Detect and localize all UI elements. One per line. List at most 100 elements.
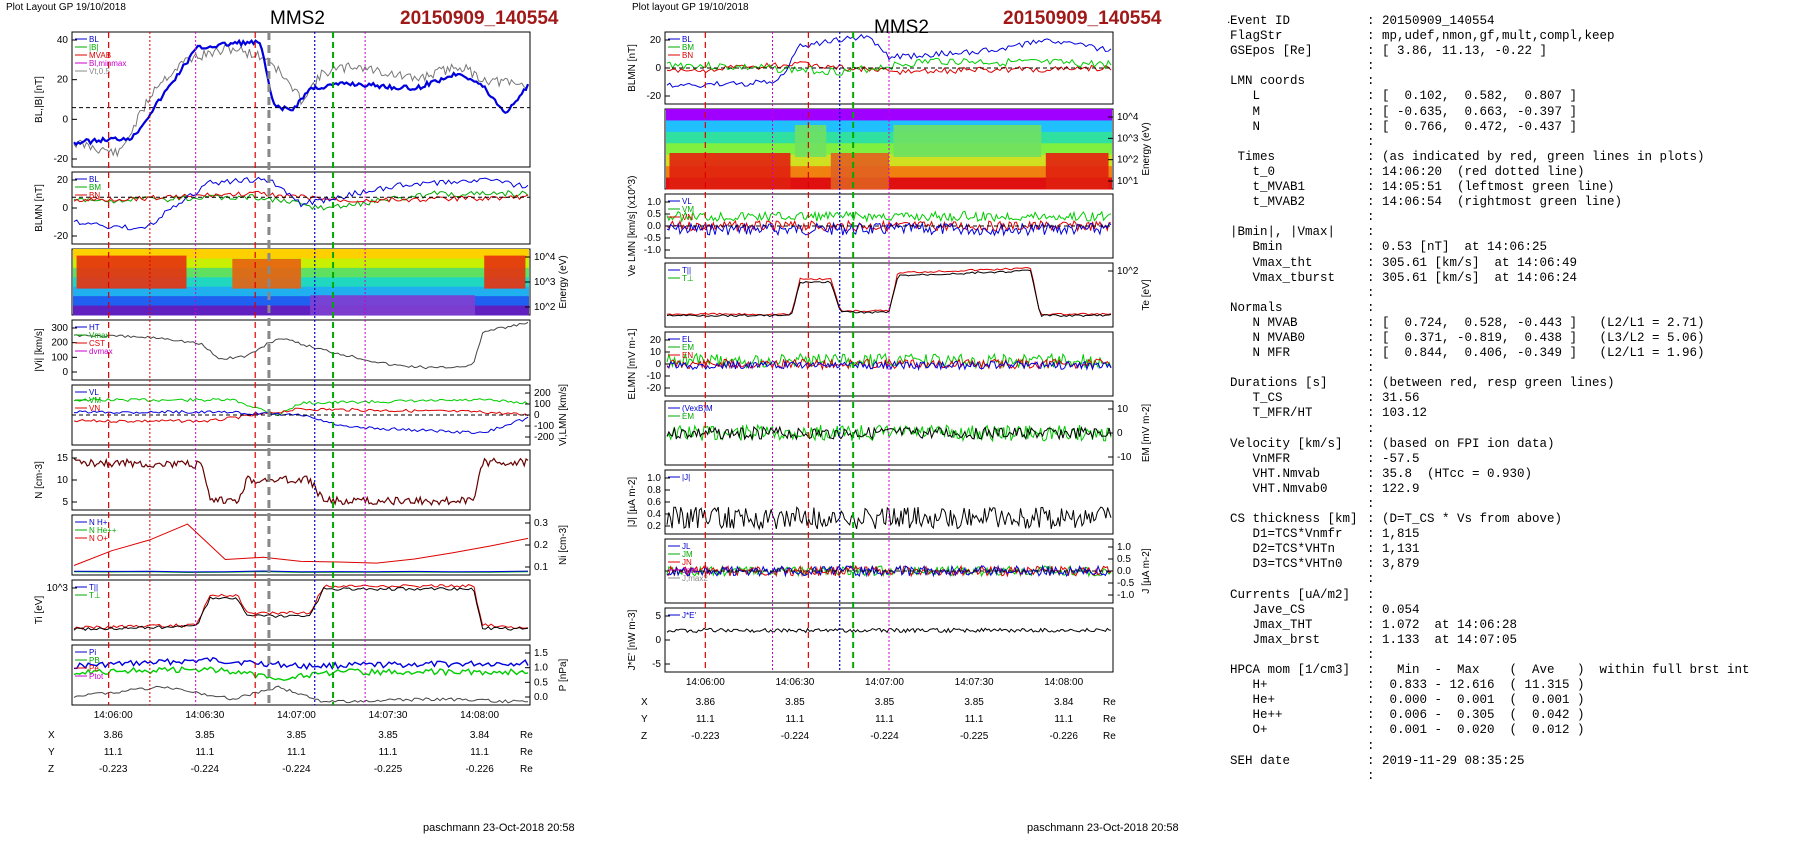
y-tick-label: 0 [655, 63, 661, 74]
position-value: 11.1 [1054, 714, 1073, 725]
middle-event-id: 20150909_140554 [1003, 8, 1162, 29]
left-event-id: 20150909_140554 [400, 8, 559, 29]
y-tick-label-right: 0 [1117, 428, 1123, 439]
data-series [666, 33, 1112, 89]
legend-entry: VN [89, 404, 100, 413]
panel-frame [71, 384, 531, 446]
y-tick-label-right: 10^1 [1117, 176, 1139, 187]
panel-frame [71, 449, 531, 511]
data-series [666, 506, 1112, 531]
position-value: 11.1 [965, 714, 984, 725]
y-tick-label: -1.0 [644, 245, 662, 256]
y-axis-label-right: Ni [cm-3] [558, 525, 569, 565]
position-value: -0.224 [191, 764, 220, 775]
x-tick-label: 14:06:00 [686, 677, 725, 688]
legend-entry: VM [682, 205, 694, 214]
position-value: 11.1 [696, 714, 715, 725]
y-axis-label: BLMN [nT] [627, 44, 638, 92]
event-summary-values: : 20150909_140554 : mp,udef,nmon,gf,mult… [1367, 14, 1750, 783]
y-axis-label-right: Energy (eV) [1141, 122, 1152, 175]
position-row-label: Z [641, 731, 647, 742]
position-value: -0.225 [960, 731, 989, 742]
spectrogram-region [830, 153, 889, 189]
x-tick-label: 14:07:00 [277, 710, 316, 721]
legend-entry: Pi [89, 648, 96, 657]
position-unit: Re [520, 747, 533, 758]
x-tick-label: 14:06:30 [185, 710, 224, 721]
legend-entry: BM [682, 43, 694, 52]
y-axis-label-right: EM [mV m-2] [1141, 404, 1152, 463]
y-axis-label: ELMN [mV m-1] [627, 328, 638, 399]
y-axis-label-right: P [nPa] [558, 658, 569, 691]
legend-entry: T|| [682, 266, 691, 275]
y-tick-label: 0.2 [647, 521, 661, 532]
x-tick-label: 14:06:30 [775, 677, 814, 688]
y-tick-label: 5 [655, 611, 661, 622]
y-axis-label: Ve LMN [km/s] (x10^3) [627, 176, 638, 277]
y-tick-label-right: 10^3 [534, 277, 556, 288]
legend-entry: HT [89, 323, 100, 332]
y-tick-label: 200 [51, 338, 68, 349]
position-row-label: Y [48, 747, 55, 758]
y-tick-label: -20 [54, 231, 69, 242]
spectrogram-band [666, 120, 1112, 133]
y-tick-label: 0 [62, 367, 68, 378]
data-series [73, 586, 529, 631]
y-tick-label: 300 [51, 323, 68, 334]
legend-entry: VL [89, 388, 99, 397]
legend-entry: |J| [682, 473, 690, 482]
data-series [73, 656, 529, 671]
y-tick-label-right: 0 [534, 410, 540, 421]
position-value: 3.84 [470, 730, 490, 741]
position-value: -0.224 [282, 764, 311, 775]
legend-entry: Pe [89, 664, 99, 673]
spectrogram-region [484, 255, 526, 289]
y-tick-label-right: 1.5 [534, 648, 548, 659]
legend-entry: BN [682, 51, 693, 60]
y-tick-label: -0.5 [644, 233, 662, 244]
y-tick-label: 0 [62, 203, 68, 214]
y-tick-label: -10 [647, 371, 662, 382]
legend-entry: EM [682, 343, 694, 352]
position-value: -0.223 [99, 764, 128, 775]
y-tick-label: 0.6 [647, 497, 661, 508]
position-value: 11.1 [287, 747, 306, 758]
legend-entry: T⊥ [89, 591, 101, 600]
position-value: 3.85 [195, 730, 215, 741]
y-tick-label-right: 0.1 [534, 562, 548, 573]
panel-frame [71, 579, 531, 641]
data-series [73, 523, 529, 566]
legend-entry: N He++ [89, 526, 117, 535]
legend-entry: EN [682, 351, 693, 360]
legend-entry: J,max2 [682, 574, 708, 583]
position-value: 3.85 [287, 730, 307, 741]
x-tick-label: 14:07:00 [865, 677, 904, 688]
position-value: 11.1 [786, 714, 805, 725]
event-summary-labels: Event ID FlagStr GSEpos [Re] LMN coords … [1230, 14, 1358, 768]
spectrogram-band [73, 305, 529, 316]
spectrogram-region [794, 125, 827, 157]
y-axis-label: BLMN [nT] [34, 184, 45, 232]
position-value: 3.86 [103, 730, 123, 741]
data-series [666, 61, 1112, 76]
y-tick-label: -20 [54, 154, 69, 165]
y-tick-label: 10^3 [47, 583, 69, 594]
legend-entry: VN [682, 213, 693, 222]
panel-frame [664, 262, 1114, 328]
legend-entry: CST [89, 339, 105, 348]
middle-footer: paschmann 23-Oct-2018 20:58 [1027, 822, 1179, 834]
y-tick-label-right: 1.0 [534, 663, 548, 674]
legend-entry: N H+ [89, 518, 108, 527]
data-series [73, 666, 529, 682]
x-tick-label: 14:07:30 [955, 677, 994, 688]
data-series [73, 176, 529, 231]
position-value: 3.85 [964, 697, 984, 708]
left-header: Plot Layout GP 19/10/2018 [6, 2, 126, 13]
data-series [73, 584, 529, 630]
y-tick-label-right: -10 [1117, 452, 1132, 463]
data-series [666, 210, 1112, 224]
data-series [73, 457, 529, 507]
y-tick-label: 1.0 [647, 197, 661, 208]
y-tick-label-right: 10^3 [1117, 133, 1139, 144]
